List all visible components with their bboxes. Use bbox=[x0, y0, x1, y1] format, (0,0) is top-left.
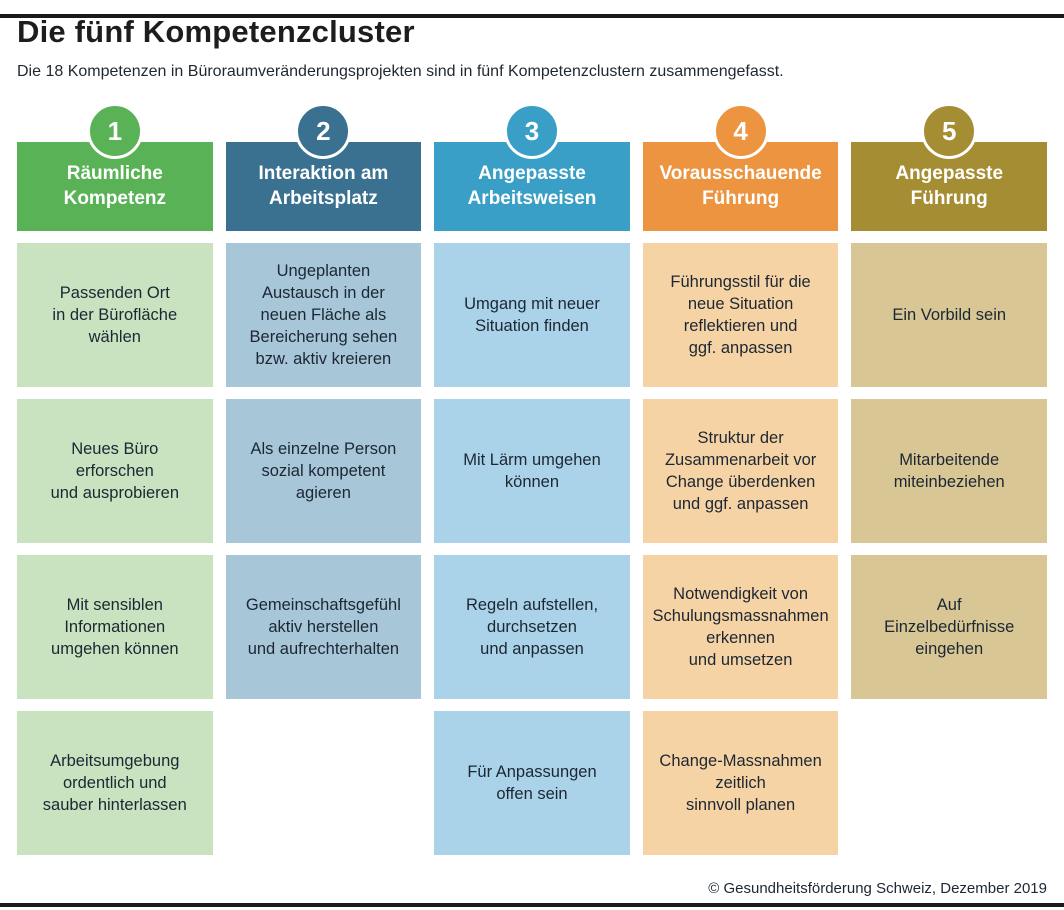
cluster-column-2: 2 Interaktion am Arbeitsplatz Ungeplante… bbox=[225, 103, 422, 855]
competence-cell: Struktur der Zusammenarbeit vor Change ü… bbox=[642, 399, 839, 543]
top-border bbox=[0, 14, 1064, 18]
competence-cell: Passenden Ort in der Bürofläche wählen bbox=[17, 243, 213, 387]
cluster-column-1: 1 Räumliche Kompetenz Passenden Ort in d… bbox=[17, 103, 213, 855]
cluster-column-4: 4 Vorausschauende Führung Führungsstil f… bbox=[642, 103, 839, 855]
competence-cell: Regeln aufstellen, durchsetzen und anpas… bbox=[434, 555, 630, 699]
competence-cell: Gemeinschaftsgefühl aktiv herstellen und… bbox=[225, 555, 422, 699]
bottom-border bbox=[0, 903, 1064, 907]
competence-cell: Für Anpassungen offen sein bbox=[434, 711, 630, 855]
cluster-grid: 1 Räumliche Kompetenz Passenden Ort in d… bbox=[17, 103, 1047, 855]
competence-cell: Umgang mit neuer Situation finden bbox=[434, 243, 630, 387]
competence-cell: Notwendigkeit von Schulungsmassnahmen er… bbox=[642, 555, 839, 699]
cluster-number-badge: 4 bbox=[712, 103, 769, 159]
competence-cell: Arbeitsumgebung ordentlich und sauber hi… bbox=[17, 711, 213, 855]
competence-cell: Mit sensiblen Informationen umgehen könn… bbox=[17, 555, 213, 699]
page-subtitle: Die 18 Kompetenzen in Büroraumveränderun… bbox=[17, 63, 784, 80]
cluster-number-badge: 1 bbox=[86, 103, 143, 159]
competence-cell: Auf Einzelbedürfnisse eingehen bbox=[851, 555, 1047, 699]
competence-cell: Mit Lärm umgehen können bbox=[434, 399, 630, 543]
competence-cell: Ungeplanten Austausch in der neuen Fläch… bbox=[225, 243, 422, 387]
competence-cell: Neues Büro erforschen und ausprobieren bbox=[17, 399, 213, 543]
cluster-number-badge: 3 bbox=[503, 103, 560, 159]
cluster-header: Interaktion am Arbeitsplatz bbox=[225, 142, 422, 231]
competence-cell: Change-Massnahmen zeitlich sinnvoll plan… bbox=[642, 711, 839, 855]
cluster-number-badge: 2 bbox=[295, 103, 352, 159]
competence-cell: Führungsstil für die neue Situation refl… bbox=[642, 243, 839, 387]
competence-cell: Mitarbeitende miteinbeziehen bbox=[851, 399, 1047, 543]
copyright-footer: © Gesundheitsförderung Schweiz, Dezember… bbox=[708, 880, 1047, 897]
page-title: Die fünf Kompetenzcluster bbox=[17, 14, 415, 49]
competence-cell: Als einzelne Person sozial kompetent agi… bbox=[225, 399, 422, 543]
cluster-column-3: 3 Angepasste Arbeitsweisen Umgang mit ne… bbox=[434, 103, 630, 855]
cluster-column-5: 5 Angepasste Führung Ein Vorbild sein Mi… bbox=[851, 103, 1047, 855]
infographic: Die fünf Kompetenzcluster Die 18 Kompete… bbox=[0, 14, 1064, 855]
competence-cell: Ein Vorbild sein bbox=[851, 243, 1047, 387]
cluster-number-badge: 5 bbox=[921, 103, 978, 159]
